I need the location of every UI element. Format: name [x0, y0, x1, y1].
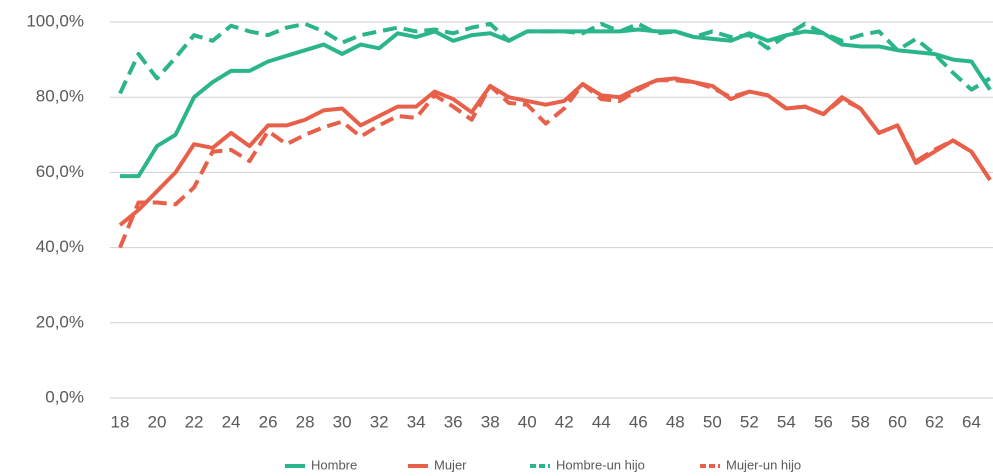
- x-tick-label: 42: [555, 412, 574, 431]
- x-tick-label: 36: [444, 412, 463, 431]
- x-tick-label: 28: [296, 412, 315, 431]
- legend-label: Hombre-un hijo: [556, 457, 645, 472]
- x-tick-label: 58: [851, 412, 870, 431]
- y-tick-label: 80,0%: [36, 87, 84, 106]
- legend-label: Mujer-un hijo: [726, 457, 801, 472]
- series-line: [118, 21, 992, 95]
- x-tick-label: 18: [111, 412, 130, 431]
- x-tick-label: 44: [592, 412, 611, 431]
- x-tick-label: 52: [740, 412, 759, 431]
- x-tick-label: 54: [777, 412, 796, 431]
- x-tick-label: 30: [333, 412, 352, 431]
- y-tick-label: 100,0%: [26, 11, 84, 30]
- x-tick-label: 40: [518, 412, 537, 431]
- legend-label: Hombre: [311, 457, 357, 472]
- x-tick-label: 62: [925, 412, 944, 431]
- y-tick-label: 0,0%: [45, 387, 84, 406]
- series-line: [118, 76, 992, 227]
- x-tick-label: 22: [185, 412, 204, 431]
- x-tick-label: 46: [629, 412, 648, 431]
- legend-label: Mujer: [434, 457, 467, 472]
- x-tick-label: 56: [814, 412, 833, 431]
- y-tick-label: 60,0%: [36, 162, 84, 181]
- series-line: [118, 78, 992, 249]
- x-tick-label: 64: [962, 412, 981, 431]
- x-tick-label: 50: [703, 412, 722, 431]
- x-tick-label: 34: [407, 412, 426, 431]
- x-tick-label: 24: [222, 412, 241, 431]
- y-tick-label: 20,0%: [36, 312, 84, 331]
- y-tick-label: 40,0%: [36, 237, 84, 256]
- x-tick-label: 38: [481, 412, 500, 431]
- x-tick-label: 26: [259, 412, 278, 431]
- x-tick-label: 20: [148, 412, 167, 431]
- x-tick-label: 32: [370, 412, 389, 431]
- series-line: [120, 27, 992, 179]
- x-tick-label: 60: [888, 412, 907, 431]
- x-tick-label: 48: [666, 412, 685, 431]
